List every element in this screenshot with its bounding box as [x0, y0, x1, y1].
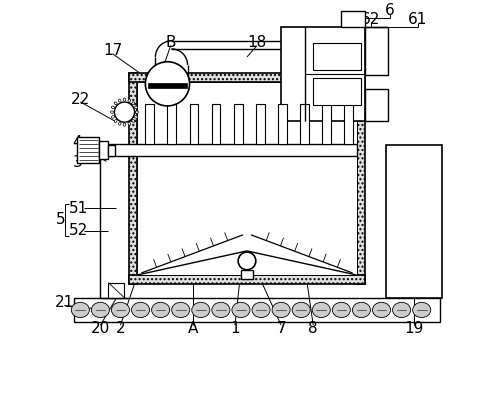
- Ellipse shape: [111, 106, 114, 109]
- Ellipse shape: [111, 302, 129, 318]
- Text: 22: 22: [71, 91, 90, 106]
- Text: 6: 6: [384, 3, 394, 18]
- Bar: [108, 283, 124, 298]
- Text: A: A: [187, 320, 197, 336]
- Ellipse shape: [118, 122, 121, 125]
- Ellipse shape: [114, 102, 117, 105]
- Bar: [240, 270, 253, 279]
- Bar: [128, 73, 365, 82]
- Ellipse shape: [71, 302, 89, 318]
- Circle shape: [145, 62, 189, 106]
- Ellipse shape: [135, 111, 138, 113]
- Bar: [108, 145, 115, 156]
- Bar: [211, 104, 220, 144]
- Bar: [167, 104, 176, 144]
- Bar: [145, 104, 154, 144]
- Ellipse shape: [123, 98, 125, 101]
- Text: 15: 15: [409, 212, 428, 227]
- Text: 7: 7: [276, 320, 286, 336]
- Bar: [77, 137, 99, 163]
- Bar: [385, 145, 441, 298]
- Text: 20: 20: [91, 320, 110, 336]
- Ellipse shape: [252, 302, 270, 318]
- Ellipse shape: [132, 120, 134, 123]
- Bar: [100, 144, 356, 156]
- Ellipse shape: [114, 120, 117, 123]
- Ellipse shape: [352, 302, 370, 318]
- Text: 1: 1: [229, 320, 239, 336]
- Bar: [300, 104, 308, 144]
- Ellipse shape: [231, 302, 249, 318]
- Bar: [365, 89, 387, 121]
- Text: 2: 2: [115, 320, 125, 336]
- Ellipse shape: [110, 111, 113, 113]
- Ellipse shape: [123, 123, 125, 126]
- Bar: [128, 275, 365, 284]
- Circle shape: [237, 252, 256, 270]
- Ellipse shape: [134, 116, 137, 118]
- Bar: [233, 104, 242, 144]
- Ellipse shape: [91, 302, 109, 318]
- Ellipse shape: [332, 302, 350, 318]
- Bar: [356, 73, 365, 284]
- Text: B: B: [165, 35, 175, 50]
- Ellipse shape: [132, 102, 134, 105]
- Text: 62: 62: [360, 12, 380, 27]
- Bar: [278, 104, 286, 144]
- Bar: [256, 104, 264, 144]
- Bar: [313, 43, 361, 70]
- Text: 17: 17: [103, 44, 122, 58]
- Ellipse shape: [191, 302, 209, 318]
- Text: 21: 21: [55, 295, 74, 310]
- Ellipse shape: [128, 122, 130, 125]
- Ellipse shape: [151, 302, 169, 318]
- Text: 8: 8: [308, 320, 318, 336]
- Ellipse shape: [134, 106, 137, 109]
- Ellipse shape: [372, 302, 390, 318]
- Text: 4: 4: [73, 135, 82, 150]
- Bar: [74, 298, 439, 322]
- Ellipse shape: [292, 302, 310, 318]
- Ellipse shape: [211, 302, 229, 318]
- Ellipse shape: [171, 302, 189, 318]
- Bar: [322, 104, 330, 144]
- Bar: [281, 27, 365, 121]
- Ellipse shape: [312, 302, 330, 318]
- Bar: [365, 27, 387, 75]
- Ellipse shape: [128, 99, 130, 102]
- Bar: [147, 83, 187, 88]
- Bar: [344, 104, 352, 144]
- Text: 61: 61: [407, 12, 426, 27]
- Ellipse shape: [412, 302, 430, 318]
- Text: 5: 5: [55, 212, 65, 227]
- Text: 18: 18: [247, 35, 266, 50]
- Bar: [137, 82, 356, 275]
- Bar: [313, 78, 361, 105]
- Text: 3: 3: [73, 155, 82, 170]
- Bar: [128, 73, 137, 284]
- Circle shape: [114, 102, 134, 122]
- Text: 52: 52: [69, 223, 88, 238]
- Text: 51: 51: [69, 201, 88, 216]
- Ellipse shape: [111, 116, 114, 118]
- Bar: [341, 11, 365, 27]
- Text: 19: 19: [403, 320, 422, 336]
- Ellipse shape: [272, 302, 290, 318]
- Ellipse shape: [392, 302, 410, 318]
- Ellipse shape: [118, 99, 121, 102]
- Bar: [99, 141, 108, 159]
- Ellipse shape: [131, 302, 149, 318]
- Bar: [189, 104, 198, 144]
